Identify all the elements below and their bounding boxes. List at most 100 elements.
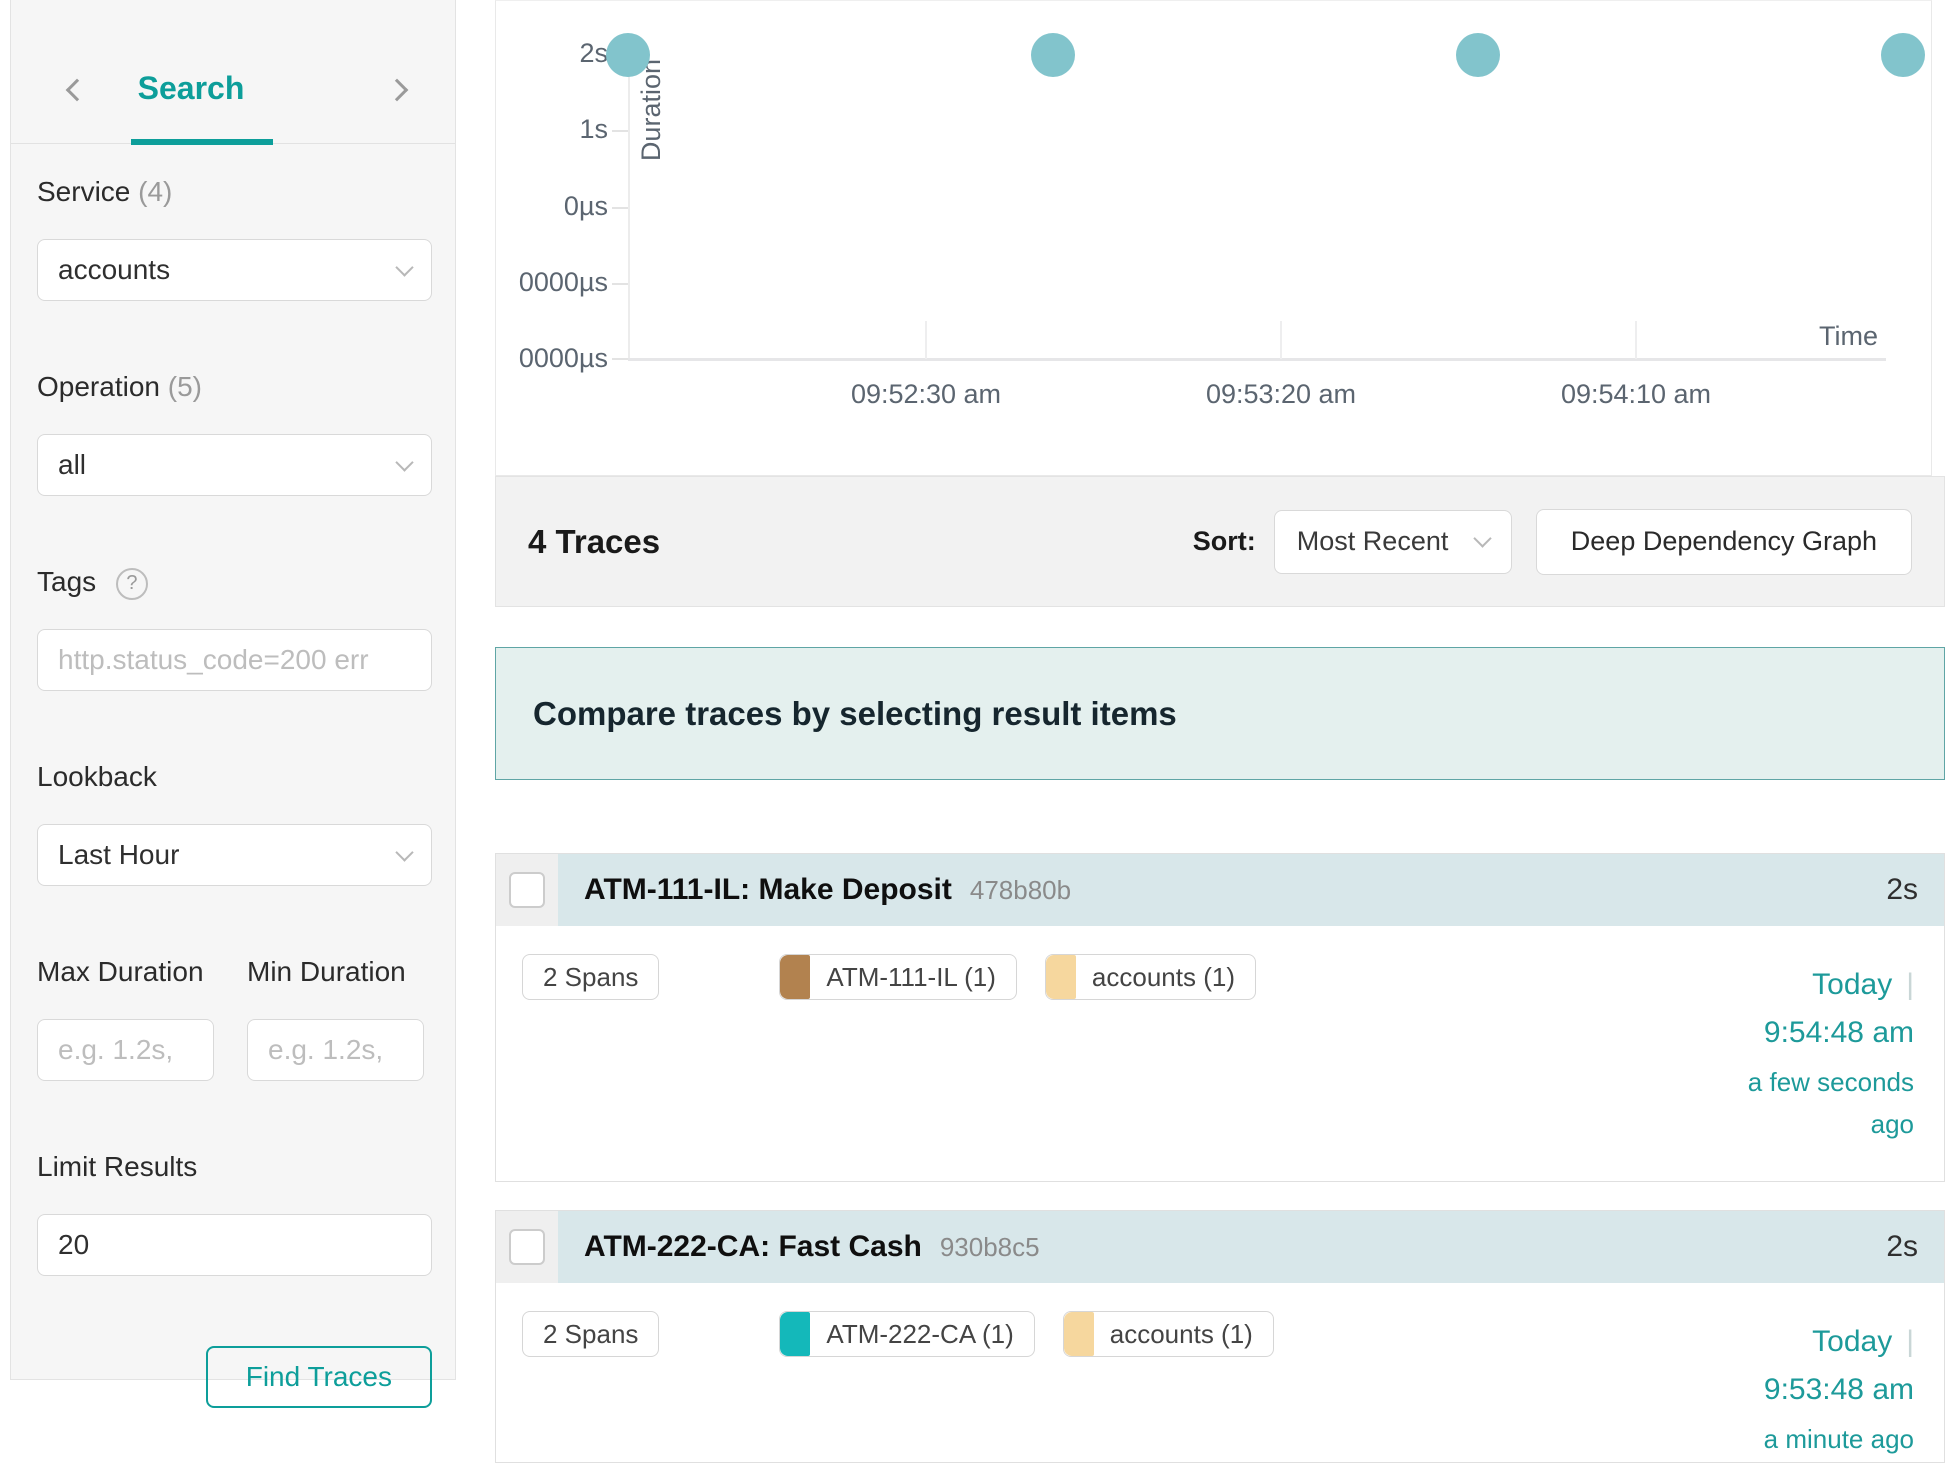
lookback-field: Lookback Last Hour	[37, 761, 432, 886]
trace-time: 9:54:48 am	[1763, 1016, 1914, 1049]
service-pill: accounts (1)	[1062, 1311, 1274, 1357]
y-tick	[612, 207, 628, 209]
trace-dot[interactable]	[1031, 33, 1075, 77]
chevron-right-glyph	[385, 78, 409, 102]
trace-card-body: 2 Spans ATM-111-IL (1) accounts (1) Toda…	[496, 926, 1944, 1139]
service-pill: accounts (1)	[1044, 954, 1256, 1000]
span-count-pill: 2 Spans	[522, 954, 660, 1000]
operation-count: (5)	[167, 371, 202, 402]
service-color-chip	[1063, 1312, 1094, 1356]
y-tick-label: 1s	[579, 114, 608, 144]
max-duration-input[interactable]	[37, 1019, 214, 1081]
sort-select[interactable]: Most Recent	[1273, 509, 1512, 574]
trace-card-header: ATM-111-IL: Make Deposit 478b80b 2s	[496, 854, 1944, 926]
y-axis-line	[628, 39, 630, 360]
tab-search[interactable]: Search	[137, 70, 245, 106]
lookback-select[interactable]: Last Hour	[37, 824, 432, 886]
search-sidebar: Search Service (4) accounts Operation (5…	[10, 0, 456, 1408]
chevron-down-icon	[395, 452, 414, 472]
find-traces-button[interactable]: Find Traces	[205, 1346, 432, 1408]
y-tick	[612, 358, 628, 360]
help-icon[interactable]: ?	[115, 567, 148, 600]
x-tick-label: 09:52:30 am	[850, 379, 1002, 409]
service-color-chip	[780, 955, 811, 999]
operation-label: Operation (5)	[37, 371, 432, 405]
trace-card-header: ATM-222-CA: Fast Cash 930b8c5 2s	[496, 1211, 1944, 1283]
service-field: Service (4) accounts	[37, 176, 432, 301]
duration-row: Max Duration Min Duration	[37, 956, 432, 1081]
trace-dot[interactable]	[606, 33, 650, 77]
trace-relative-time: a few seconds ago	[1747, 1067, 1914, 1139]
deep-dependency-graph-button[interactable]: Deep Dependency Graph	[1535, 508, 1912, 575]
max-duration-field: Max Duration	[37, 956, 214, 1081]
trace-title[interactable]: ATM-222-CA: Fast Cash	[584, 1230, 922, 1263]
trace-dot[interactable]	[1881, 33, 1925, 77]
y-tick-label: 0000µs	[518, 343, 608, 373]
chevron-left-glyph	[65, 78, 89, 102]
limit-results-input[interactable]	[37, 1214, 432, 1276]
trace-dot[interactable]	[1456, 33, 1500, 77]
search-form: Service (4) accounts Operation (5) all T…	[37, 176, 432, 1408]
service-pill-label: ATM-111-IL (1)	[826, 961, 996, 992]
compare-banner: Compare traces by selecting result items	[495, 647, 1945, 780]
results-bar: 4 Traces Sort: Most Recent Deep Dependen…	[495, 476, 1945, 607]
trace-date: Today	[1812, 1325, 1893, 1358]
trace-timestamp: Today | 9:53:48 am a minute ago	[1764, 1325, 1914, 1461]
y-tick-label: 2s	[579, 38, 608, 68]
operation-label-text: Operation	[37, 371, 160, 402]
trace-checkbox[interactable]	[509, 1229, 545, 1265]
x-tick	[1280, 321, 1282, 359]
y-tick-label: 0µs	[563, 191, 608, 221]
sort-value: Most Recent	[1296, 526, 1449, 556]
service-color-chip	[780, 1312, 811, 1356]
trace-date: Today	[1812, 968, 1893, 1001]
chevron-down-icon	[395, 842, 414, 862]
trace-card[interactable]: ATM-111-IL: Make Deposit 478b80b 2s 2 Sp…	[495, 853, 1945, 1182]
x-tick-label: 09:54:10 am	[1560, 379, 1712, 409]
chevron-left-icon[interactable]	[65, 78, 89, 103]
trace-relative-time: a minute ago	[1763, 1424, 1914, 1454]
tags-input[interactable]	[37, 629, 432, 691]
min-duration-label: Min Duration	[247, 956, 406, 987]
tags-field: Tags ?	[37, 566, 432, 691]
service-pill: ATM-111-IL (1)	[779, 954, 1017, 1000]
y-tick	[612, 130, 628, 132]
checkbox-cell	[496, 1211, 558, 1283]
results-bar-controls: Sort: Most Recent Deep Dependency Graph	[1192, 508, 1912, 575]
min-duration-field: Min Duration	[247, 956, 424, 1081]
operation-field: Operation (5) all	[37, 371, 432, 496]
trace-duration: 2s	[1886, 1230, 1918, 1263]
service-label: Service (4)	[37, 176, 432, 210]
min-duration-input[interactable]	[247, 1019, 424, 1081]
trace-title[interactable]: ATM-111-IL: Make Deposit	[584, 873, 952, 906]
trace-checkbox[interactable]	[509, 872, 545, 908]
date-time-separator: |	[1906, 1325, 1914, 1358]
sort-label: Sort:	[1192, 526, 1256, 556]
lookback-value: Last Hour	[58, 839, 180, 870]
tags-label-text: Tags	[37, 566, 97, 597]
span-count-pill: 2 Spans	[522, 1311, 660, 1357]
max-duration-label: Max Duration	[37, 956, 204, 987]
trace-header-main: ATM-222-CA: Fast Cash 930b8c5 2s	[558, 1211, 1944, 1283]
date-time-separator: |	[1906, 968, 1914, 1001]
operation-select[interactable]: all	[37, 434, 432, 496]
trace-duration: 2s	[1886, 873, 1918, 906]
tags-label: Tags ?	[37, 566, 432, 600]
x-tick	[1635, 321, 1637, 359]
duration-scatter-chart: 2s 1s 0µs 0000µs 0000µs Duration 09:52:3…	[495, 0, 1932, 476]
service-color-chip	[1045, 955, 1076, 999]
trace-time: 9:53:48 am	[1763, 1373, 1914, 1406]
x-axis-line	[628, 358, 1886, 361]
x-tick-label: 09:53:20 am	[1205, 379, 1357, 409]
trace-card[interactable]: ATM-222-CA: Fast Cash 930b8c5 2s 2 Spans…	[495, 1210, 1945, 1463]
service-count: (4)	[138, 176, 173, 207]
chevron-right-icon[interactable]	[385, 78, 409, 103]
service-select[interactable]: accounts	[37, 239, 432, 301]
find-traces-row: Find Traces	[37, 1346, 432, 1408]
chevron-down-icon	[1473, 529, 1492, 548]
trace-header-main: ATM-111-IL: Make Deposit 478b80b 2s	[558, 854, 1944, 926]
y-tick	[612, 283, 628, 285]
chevron-down-icon	[395, 257, 414, 277]
service-label-text: Service	[37, 176, 131, 207]
limit-results-field: Limit Results	[37, 1151, 432, 1276]
